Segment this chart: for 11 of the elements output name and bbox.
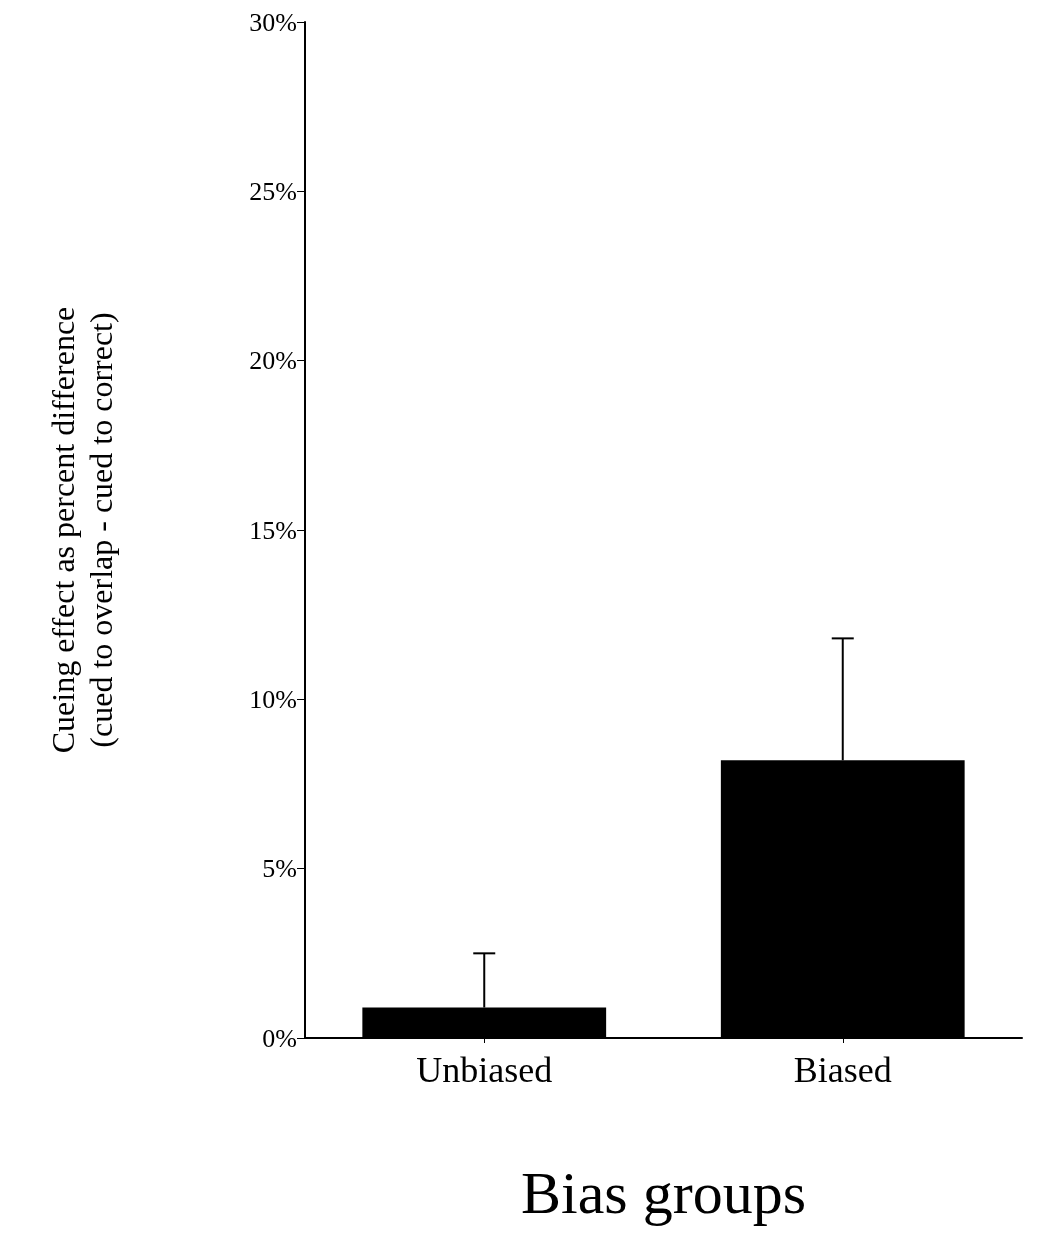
x-axis-title: Bias groups: [521, 1160, 806, 1226]
y-axis-title: Cueing effect as percent difference (cued to overlap - cued to correct): [45, 306, 119, 754]
y-tick-label: 20%: [249, 346, 297, 376]
y-tick-label: 15%: [249, 515, 297, 545]
x-tick-label: Biased: [793, 1050, 892, 1090]
y-tick-label: 30%: [249, 7, 297, 37]
y-tick-label: 10%: [249, 684, 297, 714]
y-tick-label: 25%: [249, 176, 297, 206]
y-tick-label: 0%: [262, 1023, 297, 1053]
y-tick-label: 5%: [262, 854, 297, 884]
x-tick-label: Unbiased: [416, 1050, 553, 1090]
